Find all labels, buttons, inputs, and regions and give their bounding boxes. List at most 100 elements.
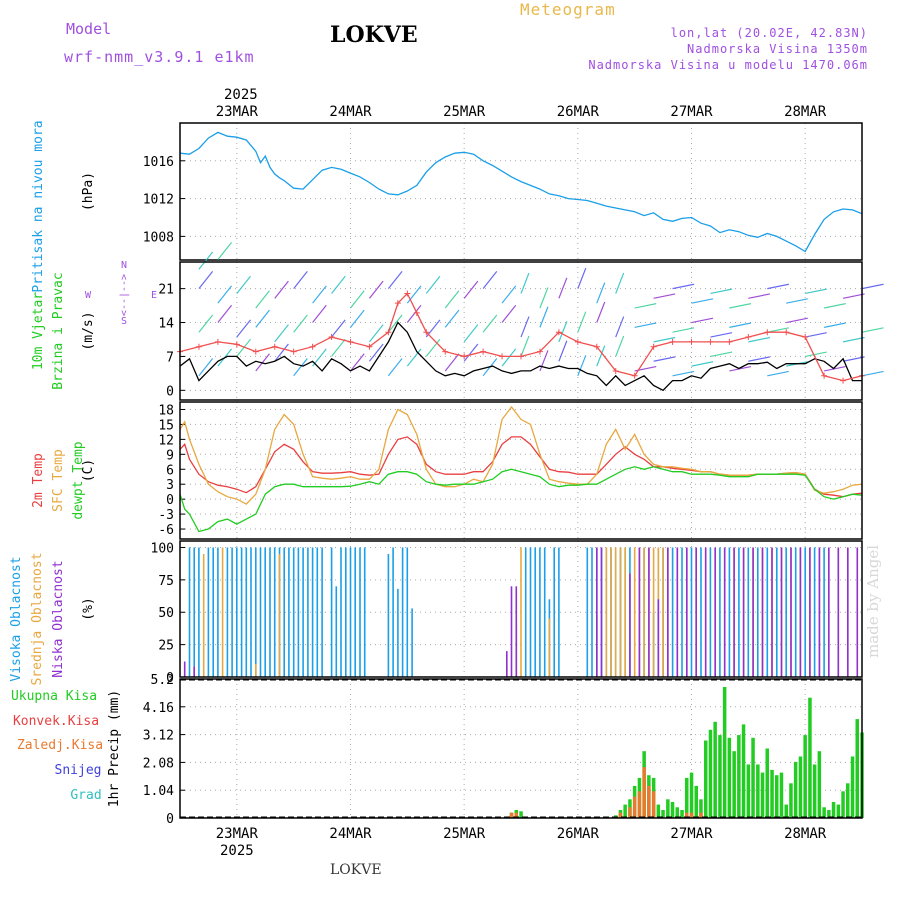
bar-mark xyxy=(202,554,205,677)
wind-barb xyxy=(861,327,884,333)
bar-mark xyxy=(741,724,746,818)
wind-barb xyxy=(274,324,289,343)
ytick-label: 0 xyxy=(166,812,174,827)
wind-barb xyxy=(368,324,384,343)
wind-barb xyxy=(463,324,479,343)
bar-mark xyxy=(624,547,626,677)
wind-barb xyxy=(350,290,365,309)
xtick-label-bottom: 26MAR xyxy=(557,826,600,842)
legend-entry: Grad xyxy=(70,788,101,803)
bar-mark xyxy=(794,547,797,677)
bar-mark xyxy=(804,547,806,677)
bar-mark xyxy=(855,719,859,818)
wind-barb xyxy=(520,272,530,294)
bar-mark xyxy=(785,547,787,677)
wind-barb xyxy=(748,293,771,299)
bar-mark xyxy=(345,547,347,677)
wind-barb xyxy=(274,343,289,362)
bar-mark xyxy=(618,812,623,818)
gust-marker xyxy=(499,353,506,360)
bar-mark xyxy=(856,547,859,677)
bar-mark xyxy=(760,772,765,818)
wind-barb xyxy=(615,272,625,294)
bar-mark xyxy=(411,608,413,677)
bar-mark xyxy=(226,547,229,677)
gust-marker xyxy=(366,343,373,350)
wind-barb xyxy=(255,353,270,372)
bar-mark xyxy=(738,547,740,677)
bar-mark xyxy=(775,775,779,818)
panel-pressure: 1008 1012 1016 (hPa) Pritisak na nivou mora xyxy=(31,120,863,293)
bar-mark xyxy=(827,810,831,818)
bar-mark xyxy=(553,547,555,677)
wind-barb xyxy=(368,343,384,362)
bar-mark xyxy=(534,547,536,677)
bar-mark xyxy=(255,547,257,677)
wind-barb xyxy=(653,356,676,362)
bar-mark xyxy=(771,547,773,677)
bar-mark xyxy=(302,547,304,677)
xtick-label-top: 28MAR xyxy=(784,104,827,120)
bar-mark xyxy=(662,547,664,677)
wind-barb xyxy=(805,351,827,358)
bar-mark xyxy=(666,799,670,818)
lonlat-label: lon,lat (20.02E, 42.83N) xyxy=(670,26,868,40)
bar-mark xyxy=(728,547,731,677)
wind-barb xyxy=(331,319,346,338)
wind-barb xyxy=(331,275,346,294)
ylabel-colored: 2m Temp xyxy=(31,453,46,508)
gust-marker xyxy=(745,334,752,341)
wind-barb xyxy=(198,251,214,270)
bar-mark xyxy=(675,807,679,818)
bar-mark xyxy=(278,554,281,677)
bar-mark xyxy=(850,756,855,818)
wind-barb xyxy=(350,309,365,328)
ytick-label: 1.04 xyxy=(143,784,174,799)
gust-marker xyxy=(783,329,790,336)
model-label: Model xyxy=(66,20,112,38)
bar-mark xyxy=(817,751,822,818)
ytick-label: 3 xyxy=(166,478,174,493)
gust-marker xyxy=(536,348,543,355)
wind-barb xyxy=(672,327,695,333)
bar-mark xyxy=(790,547,792,677)
bar-mark xyxy=(766,547,769,677)
bar-mark xyxy=(751,737,755,818)
legend-entry: Snijeg xyxy=(55,763,102,778)
wind-barb xyxy=(255,290,270,309)
bar-mark xyxy=(629,573,631,677)
gust-marker xyxy=(214,338,221,345)
bar-mark xyxy=(340,547,342,677)
wind-barb xyxy=(558,277,568,299)
ylabel-colored: Visoka Oblacnost xyxy=(9,556,24,681)
wind-barb xyxy=(710,288,733,295)
series-line xyxy=(179,405,863,505)
bar-mark xyxy=(747,547,750,677)
wind-barb xyxy=(558,340,568,362)
ytick-label: 7 xyxy=(166,350,174,365)
wind-barb xyxy=(331,338,346,357)
bar-mark xyxy=(689,772,694,818)
bar-mark xyxy=(780,547,783,677)
gust-marker xyxy=(688,338,695,345)
wind-barb xyxy=(293,358,308,377)
bar-mark xyxy=(543,547,546,677)
gust-marker xyxy=(347,338,354,345)
gust-marker xyxy=(802,334,809,341)
bar-mark xyxy=(685,777,689,818)
wind-barb xyxy=(520,335,530,357)
wind-barb xyxy=(577,311,587,333)
ylabel-colored: Brzina i Pravac xyxy=(51,272,66,389)
bar-mark xyxy=(836,804,841,818)
bar-mark xyxy=(719,547,721,677)
gust-marker xyxy=(631,372,638,379)
bar-mark xyxy=(240,547,243,677)
wind-barb xyxy=(368,280,384,299)
station-title: LOKVE xyxy=(330,22,418,48)
wind-barb xyxy=(217,285,233,304)
bar-mark xyxy=(614,547,617,677)
wind-barb xyxy=(786,317,808,324)
ytick-label: 75 xyxy=(158,574,174,589)
bar-mark xyxy=(363,547,366,677)
